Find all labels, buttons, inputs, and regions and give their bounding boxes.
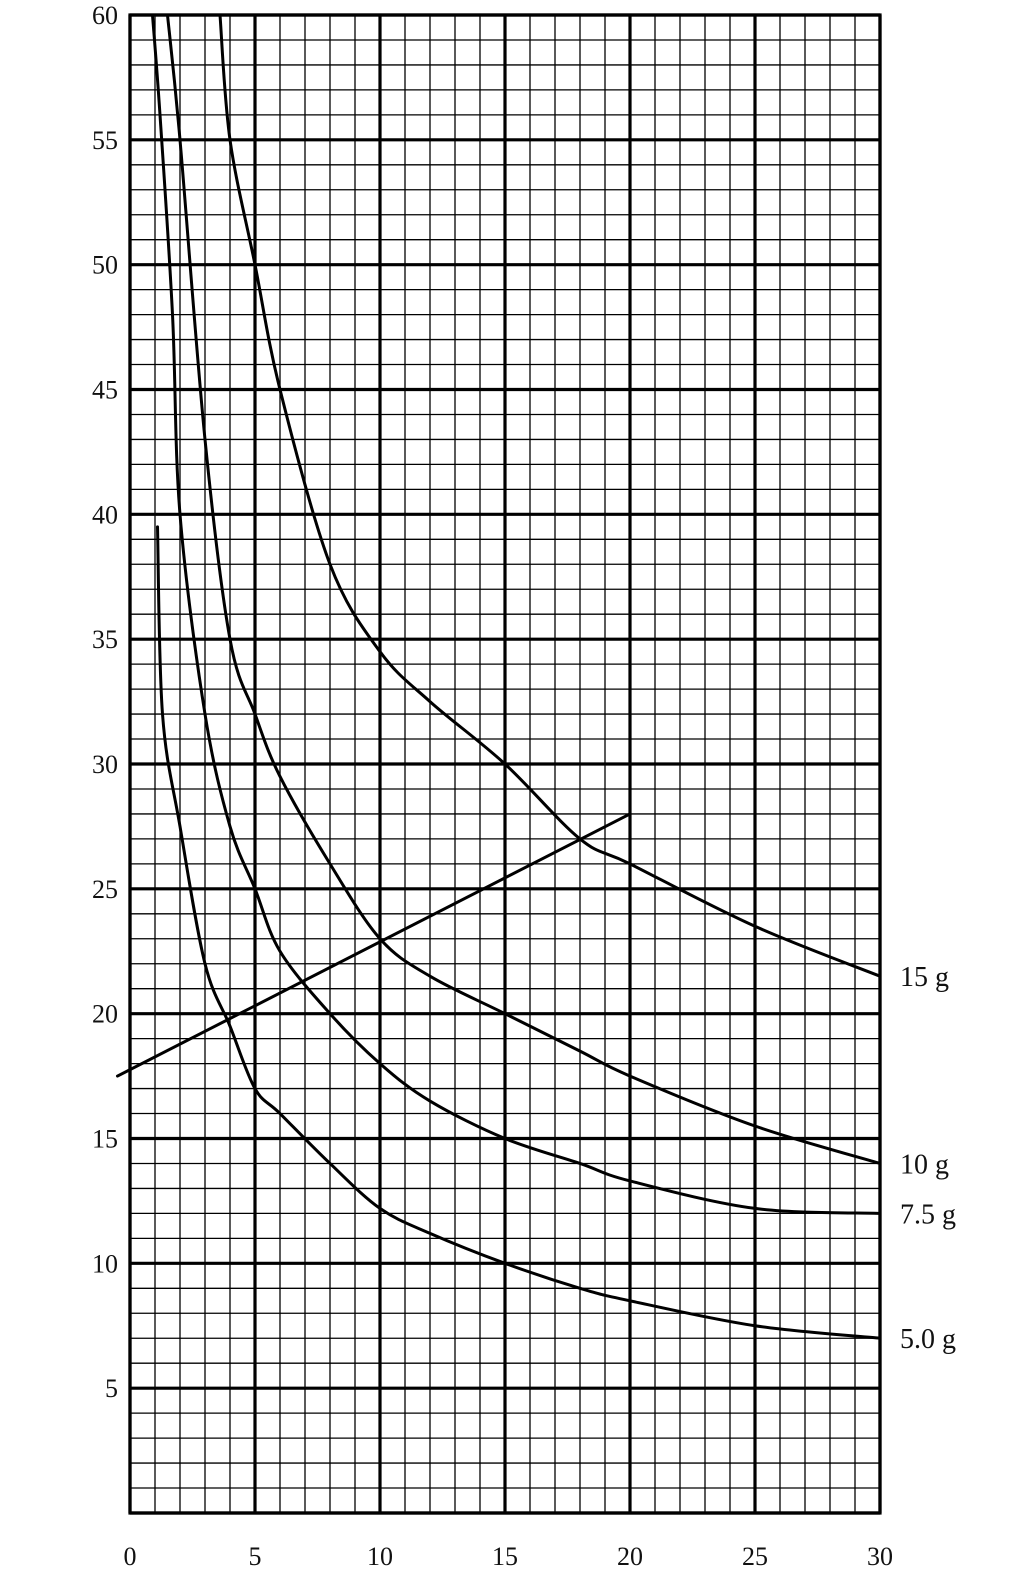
x-tick-label: 0 (124, 1542, 137, 1571)
y-tick-label: 55 (92, 126, 118, 155)
y-tick-label: 45 (92, 376, 118, 405)
y-tick-label: 25 (92, 875, 118, 904)
x-tick-label: 5 (249, 1542, 262, 1571)
x-tick-label: 15 (492, 1542, 518, 1571)
series-line-7-5-g (151, 15, 880, 1215)
y-tick-label: 20 (92, 1000, 118, 1029)
series-line-15-g (218, 15, 880, 978)
x-tick-label: 25 (742, 1542, 768, 1571)
y-tick-label: 5 (105, 1374, 118, 1403)
series-label-10-g: 10 g (900, 1149, 949, 1180)
series-label-15-g: 15 g (900, 962, 949, 993)
x-tick-label: 30 (867, 1542, 893, 1571)
y-tick-label: 30 (92, 750, 118, 779)
y-tick-label: 10 (92, 1249, 118, 1278)
y-tick-label: 15 (92, 1125, 118, 1154)
x-tick-label: 10 (367, 1542, 393, 1571)
x-tick-label: 20 (617, 1542, 643, 1571)
y-tick-label: 60 (92, 1, 118, 30)
chart-labels: 15 g 10 g 7.5 g 5.0 g 0 5 10 15 20 25 30 5 10 15 20 25 3… (92, 1, 956, 1571)
y-tick-label: 40 (92, 500, 118, 529)
chart-curves (116, 15, 880, 1340)
series-label-5-0-g: 5.0 g (900, 1324, 956, 1355)
plot-frame (128, 13, 882, 1515)
series-line-reference-line (116, 812, 632, 1078)
y-tick-label: 50 (92, 251, 118, 280)
series-line-5-0-g (156, 525, 880, 1340)
series-label-7-5-g: 7.5 g (900, 1199, 956, 1230)
series-line-10-g (166, 15, 880, 1165)
y-tick-label: 35 (92, 625, 118, 654)
